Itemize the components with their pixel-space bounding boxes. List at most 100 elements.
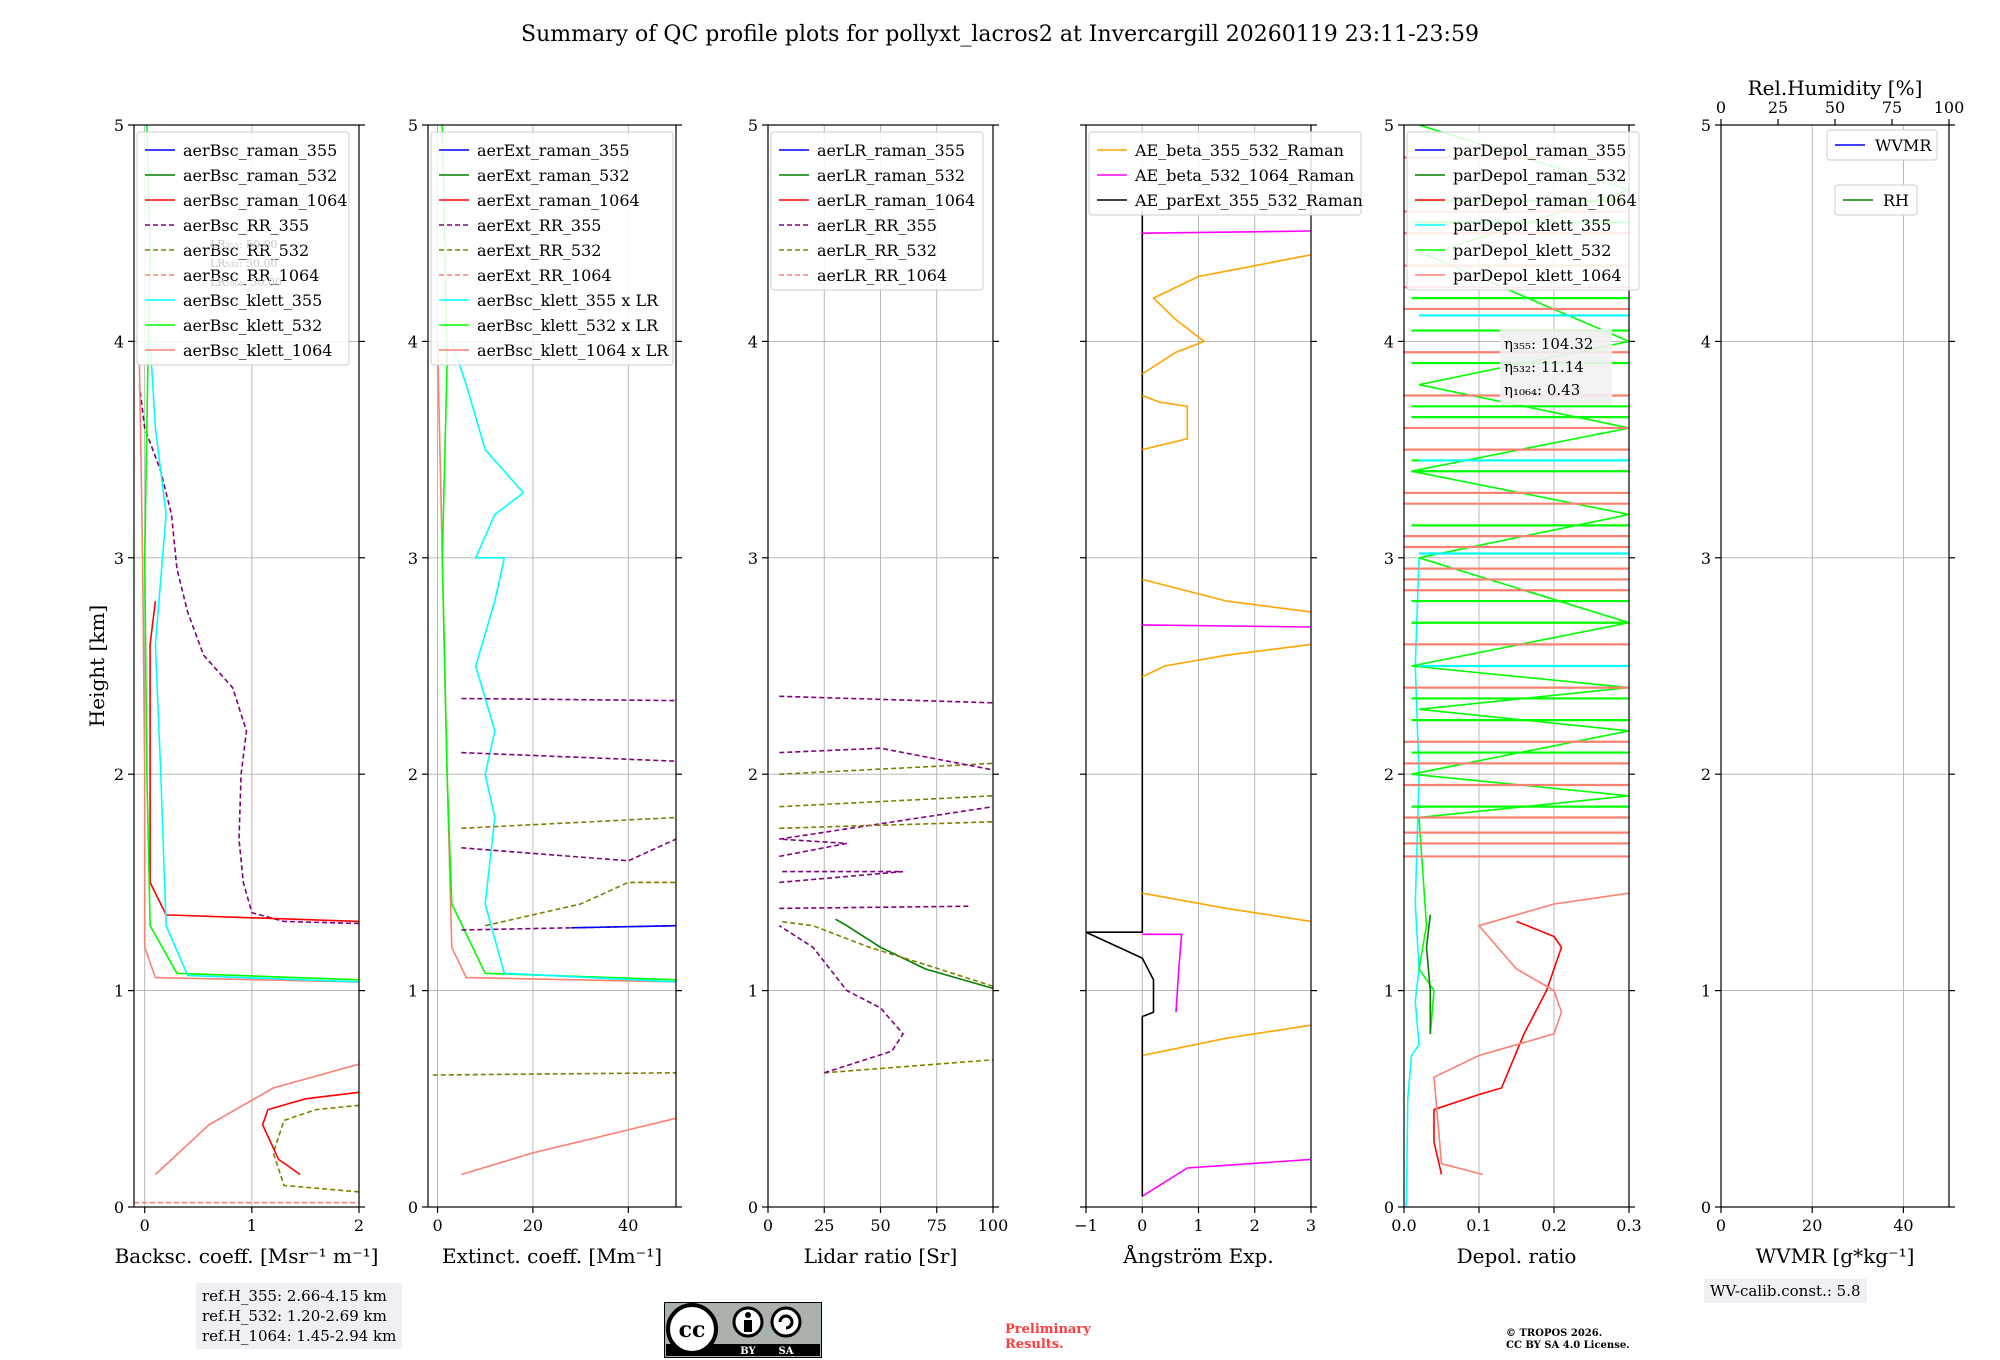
legend-label: aerExt_RR_1064 (477, 266, 612, 285)
legend-label: parDepol_raman_1064 (1453, 191, 1637, 210)
reference-height-box: ref.H_355: 2.66-4.15 km ref.H_532: 1.20-… (196, 1283, 403, 1349)
x-tick-label: 100 (978, 1216, 1009, 1235)
x-tick-label: 50 (870, 1216, 890, 1235)
series-line-parDepol_raman_1064 (1433, 920, 1563, 1175)
legend-label: aerBsc_RR_1064 (183, 266, 319, 285)
legend-label: aerBsc_raman_355 (183, 141, 337, 160)
plot-angstrom: −1 0 1 2 3 Ångström Exp. AE_beta_355_532_Raman… (1074, 124, 1363, 1268)
legend-label: RH (1883, 191, 1909, 210)
preliminary-note: Preliminary Results. (1005, 1322, 1091, 1352)
x-tick-label: 0 (432, 1216, 442, 1235)
y-tick-label: 5 (114, 116, 124, 135)
legend-label: AE_parExt_355_532_Raman (1134, 191, 1363, 210)
axes-frame (1720, 124, 1950, 1208)
plot-backscatter: 0 1 2 0 1 2 3 4 5 Backsc. coeff. [Msr⁻¹ m⁻¹] Heigh… (85, 116, 378, 1268)
x-tick-label: 1 (1193, 1216, 1203, 1235)
legend-label: aerLR_raman_532 (817, 166, 965, 185)
y-tick-label: 4 (748, 332, 758, 351)
series-line-aerBsc_klett_1064_upper (138, 362, 359, 983)
x-tick-label: 0.0 (1391, 1216, 1416, 1235)
series-line-aerExt_RR_532_mid (485, 881, 676, 927)
series-line-AE_beta_532_1064_c (1142, 624, 1311, 628)
series-line-aerBsc_klett_1064 x LR (461, 1117, 676, 1176)
legend-label: aerBsc_klett_532 x LR (477, 316, 659, 335)
x-tick-label: 40 (618, 1216, 638, 1235)
x-tick-label: 2 (354, 1216, 364, 1235)
top-tick-label: 0 (1716, 98, 1726, 117)
x-axis-label: Ångström Exp. (1122, 1243, 1273, 1268)
sa-icon (770, 1306, 802, 1338)
legend-label: AE_beta_355_532_Raman (1134, 141, 1344, 160)
x-tick-label: 1 (247, 1216, 257, 1235)
cc-by-sa-logo: cc BY SA (664, 1302, 822, 1358)
y-tick-label: 4 (1384, 332, 1394, 351)
series-line-parDepol_raman_532 (1425, 914, 1432, 1034)
wv-calibration-box: WV-calib.const.: 5.8 (1704, 1279, 1867, 1303)
legend-label: aerExt_RR_532 (477, 241, 601, 260)
copyright-line-1: © TROPOS 2026. (1506, 1328, 1603, 1339)
legend-label: parDepol_raman_532 (1453, 166, 1626, 185)
series-line-AE_beta_355_532_c (1141, 643, 1311, 678)
y-tick-label: 1 (748, 982, 758, 1001)
annotation-text: LR₁₀₆₄: 50.00 (210, 276, 282, 289)
x-tick-label: 2 (1250, 1216, 1260, 1235)
series-line-aerExt_RR_355_c (461, 751, 676, 762)
y-tick-label: 3 (748, 549, 758, 568)
series-group (432, 125, 676, 1176)
preliminary-line-1: Preliminary (1005, 1322, 1091, 1337)
plot-extinction: 0 20 40 0 1 2 3 4 5 Extinct. coeff. [Mm⁻¹] aerExt_… (408, 116, 682, 1268)
y-tick-label: 4 (408, 332, 418, 351)
series-line-aerLR_RR_532_c (779, 821, 993, 830)
copyright-note: © TROPOS 2026. CC BY SA 4.0 License. (1506, 1328, 1630, 1352)
y-tick-label: 0 (1701, 1198, 1711, 1217)
x-axis-label: Depol. ratio (1457, 1244, 1577, 1268)
series-line-aerLR_RR_355_c (779, 870, 904, 884)
x-tick-label: 3 (1306, 1216, 1316, 1235)
series-line-aerLR_RR_355_e (779, 747, 993, 771)
y-tick-label: 0 (114, 1198, 124, 1217)
legend-label: aerExt_raman_355 (477, 141, 630, 160)
axes-frame (133, 124, 360, 1208)
legend-box (430, 131, 674, 366)
series-line-aerLR_RR_532 (824, 1059, 993, 1074)
y-tick-label: 4 (114, 332, 124, 351)
y-tick-label: 5 (408, 116, 418, 135)
series-line-AE_parExt_355_532_Raman (1086, 931, 1155, 1197)
y-tick-label: 5 (1701, 116, 1711, 135)
ref-height-1064: ref.H_1064: 1.45-2.94 km (202, 1327, 397, 1345)
annotation-text: η₅₃₂: 11.14 (1504, 358, 1584, 376)
legend-label: parDepol_klett_532 (1453, 241, 1611, 260)
series-line-aerLR_RR_532_e (779, 762, 993, 775)
ref-height-355: ref.H_355: 2.66-4.15 km (202, 1287, 387, 1305)
cc-logo-cc: cc (679, 1317, 706, 1343)
axes-frame (427, 124, 677, 1208)
x-tick-label: 75 (927, 1216, 947, 1235)
x-tick-label: 25 (814, 1216, 834, 1235)
series-line-AE_parExt_top (1086, 211, 1144, 934)
cc-logo-by: BY (740, 1346, 756, 1357)
legend-label: WVMR (1875, 136, 1932, 155)
y-tick-label: 2 (748, 765, 758, 784)
legend-label: aerExt_raman_1064 (477, 191, 640, 210)
series-line-parDepol_klett_1064 (1433, 892, 1629, 1176)
y-tick-label: 2 (1384, 765, 1394, 784)
series-line-aerBsc_raman_1064_upper (149, 601, 359, 923)
series-line-aerExt_RR_532_b (461, 816, 676, 830)
plot-depol: 0.0 0.1 0.2 0.3 0 1 2 3 4 5 Depol. ratio parDepol_r… (1384, 116, 1642, 1268)
series-line-aerExt_RR_355_d (461, 697, 676, 702)
legend-label: aerBsc_raman_532 (183, 166, 337, 185)
series-line-aerLR_raman_532 (835, 918, 993, 990)
x-axis-label: Lidar ratio [Sr] (804, 1244, 958, 1268)
legend-label: aerBsc_klett_1064 x LR (477, 341, 669, 360)
series-line-aerExt_RR_355_b (461, 838, 676, 862)
axes-frame (1403, 124, 1630, 1208)
y-tick-label: 0 (1384, 1198, 1394, 1217)
series-line-aerBsc_RR_532 (272, 1104, 359, 1193)
series-line-aerLR_RR_532_d (779, 795, 993, 808)
legend-label: aerBsc_klett_1064 (183, 341, 332, 360)
top-axis-label: Rel.Humidity [%] (1748, 76, 1923, 100)
legend-label: aerExt_RR_355 (477, 216, 601, 235)
series-group (1086, 211, 1311, 1197)
x-tick-label: 0.3 (1616, 1216, 1641, 1235)
series-line-aerBsc_klett_1064 x LR upper (436, 341, 676, 983)
